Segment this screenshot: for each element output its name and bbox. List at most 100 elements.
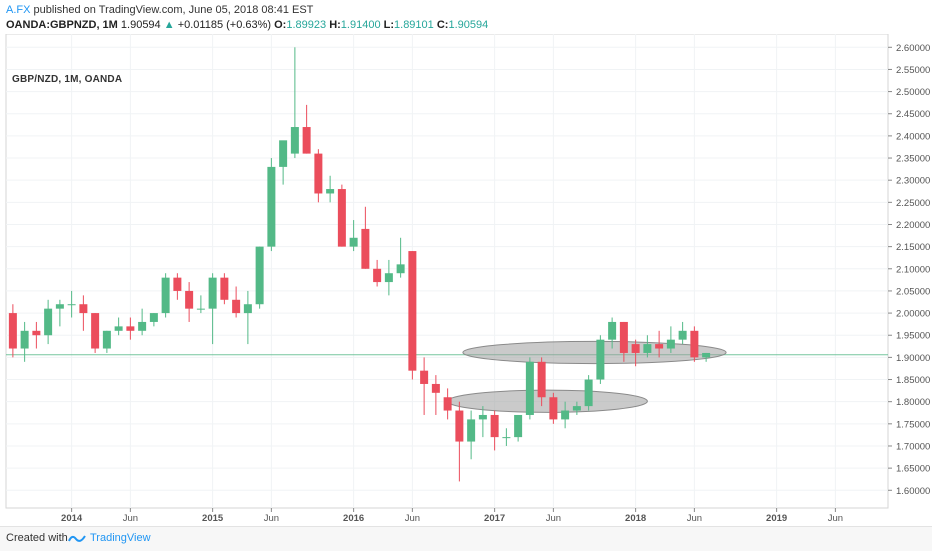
chart-title: GBP/NZD, 1M, OANDA — [12, 74, 123, 85]
footer-bar: Created with TradingView — [0, 526, 932, 551]
author-link[interactable]: A.FX — [6, 4, 31, 16]
candle-body — [643, 344, 652, 353]
candle-body — [443, 397, 452, 411]
candle-body — [314, 153, 323, 194]
candle-body — [267, 166, 276, 247]
candle — [396, 237, 405, 278]
candle — [279, 140, 288, 185]
x-tick-label: Jun — [123, 513, 138, 524]
candle — [161, 273, 170, 318]
symbol-label: OANDA:GBPNZD, 1M — [6, 19, 118, 31]
candle — [302, 104, 311, 154]
low-value: 1.89101 — [394, 19, 434, 31]
candle — [267, 158, 276, 252]
candle-body — [431, 383, 440, 393]
candle — [361, 206, 370, 269]
high-value: 1.91400 — [340, 19, 381, 31]
candle — [220, 273, 229, 305]
candle-body — [208, 277, 217, 309]
grid-lines — [5, 33, 889, 509]
ellipse-drawing — [447, 389, 648, 413]
candle — [608, 317, 617, 349]
candle-body — [173, 277, 182, 291]
candle — [467, 410, 476, 460]
candle — [514, 414, 523, 442]
candle-body — [243, 304, 252, 314]
candle — [243, 290, 252, 345]
y-tick-label: 2.55000 — [896, 65, 930, 76]
candle — [537, 357, 546, 407]
candle — [91, 313, 100, 353]
candle — [655, 330, 664, 358]
x-tick-label: Jun — [687, 513, 702, 524]
y-tick-label: 1.80000 — [896, 397, 930, 408]
candle-body — [596, 339, 605, 380]
candle-body — [161, 277, 170, 314]
candle — [67, 290, 76, 318]
y-tick-label: 2.50000 — [896, 87, 930, 98]
candle — [584, 375, 593, 411]
candle — [478, 406, 487, 438]
candle-body — [678, 330, 687, 340]
chart-header: A.FX published on TradingView.com, June … — [6, 0, 926, 40]
x-tick-label: 2015 — [202, 513, 224, 524]
candles — [8, 47, 711, 482]
candle-body — [514, 414, 523, 438]
candle — [20, 321, 29, 362]
candle-body — [20, 330, 29, 349]
candle — [408, 251, 417, 380]
price-chart[interactable]: 1.60000 1.65000 1.70000 1.75000 1.80000 1.850… — [0, 33, 932, 524]
candle-body — [220, 277, 229, 300]
x-tick-label: Jun — [828, 513, 843, 524]
tradingview-link[interactable]: TradingView — [90, 532, 151, 544]
candle — [502, 428, 511, 446]
y-tick-label: 2.15000 — [896, 242, 930, 253]
candle-body — [138, 321, 147, 331]
candle-body — [525, 361, 534, 415]
candle — [643, 335, 652, 358]
publish-line: A.FX published on TradingView.com, June … — [6, 4, 313, 16]
x-tick-label: 2019 — [766, 513, 787, 524]
candle — [443, 388, 452, 420]
candle-body — [584, 379, 593, 407]
candle — [572, 401, 581, 415]
y-tick-label: 2.45000 — [896, 109, 930, 120]
tradingview-logo-icon — [68, 535, 86, 542]
candle-body — [361, 228, 370, 269]
y-tick-label: 1.75000 — [896, 419, 930, 430]
candle-body — [666, 339, 675, 349]
chart-area[interactable]: 1.60000 1.65000 1.70000 1.75000 1.80000 1.850… — [0, 33, 932, 524]
plot-frame — [5, 33, 889, 509]
candle — [102, 330, 111, 353]
candle-body — [455, 410, 464, 442]
x-tick-label: 2017 — [484, 513, 505, 524]
candle-body — [8, 313, 17, 349]
candle-body — [420, 370, 429, 384]
candle-body — [702, 352, 711, 358]
price-axis[interactable]: 1.60000 1.65000 1.70000 1.75000 1.80000 1.850… — [888, 43, 930, 497]
candle-body — [561, 410, 570, 420]
candle-body — [655, 344, 664, 349]
candle — [455, 401, 464, 482]
x-tick-label: Jun — [546, 513, 561, 524]
candle — [32, 321, 41, 349]
x-tick-label: 2018 — [625, 513, 646, 524]
candle — [138, 308, 147, 336]
candle — [8, 304, 17, 358]
y-tick-label: 2.20000 — [896, 220, 930, 231]
quote-line: OANDA:GBPNZD, 1M 1.90594 ▲ +0.01185 (+0.… — [6, 19, 488, 31]
y-tick-label: 2.05000 — [896, 286, 930, 297]
candle-body — [290, 127, 299, 154]
candle — [349, 220, 358, 252]
candle — [314, 149, 323, 203]
x-tick-label: 2014 — [61, 513, 83, 524]
candle-body — [572, 406, 581, 411]
time-axis[interactable]: 2014 Jun 2015 Jun 2016 Jun 2017 Jun 2018 Jun 2019 J… — [61, 508, 843, 524]
y-tick-label: 2.10000 — [896, 264, 930, 275]
candle — [290, 47, 299, 159]
publish-text: published on TradingView.com, June 05, 2… — [33, 4, 314, 16]
candle — [173, 273, 182, 300]
candle — [126, 317, 135, 340]
candle — [490, 410, 499, 451]
candle-body — [67, 304, 76, 306]
